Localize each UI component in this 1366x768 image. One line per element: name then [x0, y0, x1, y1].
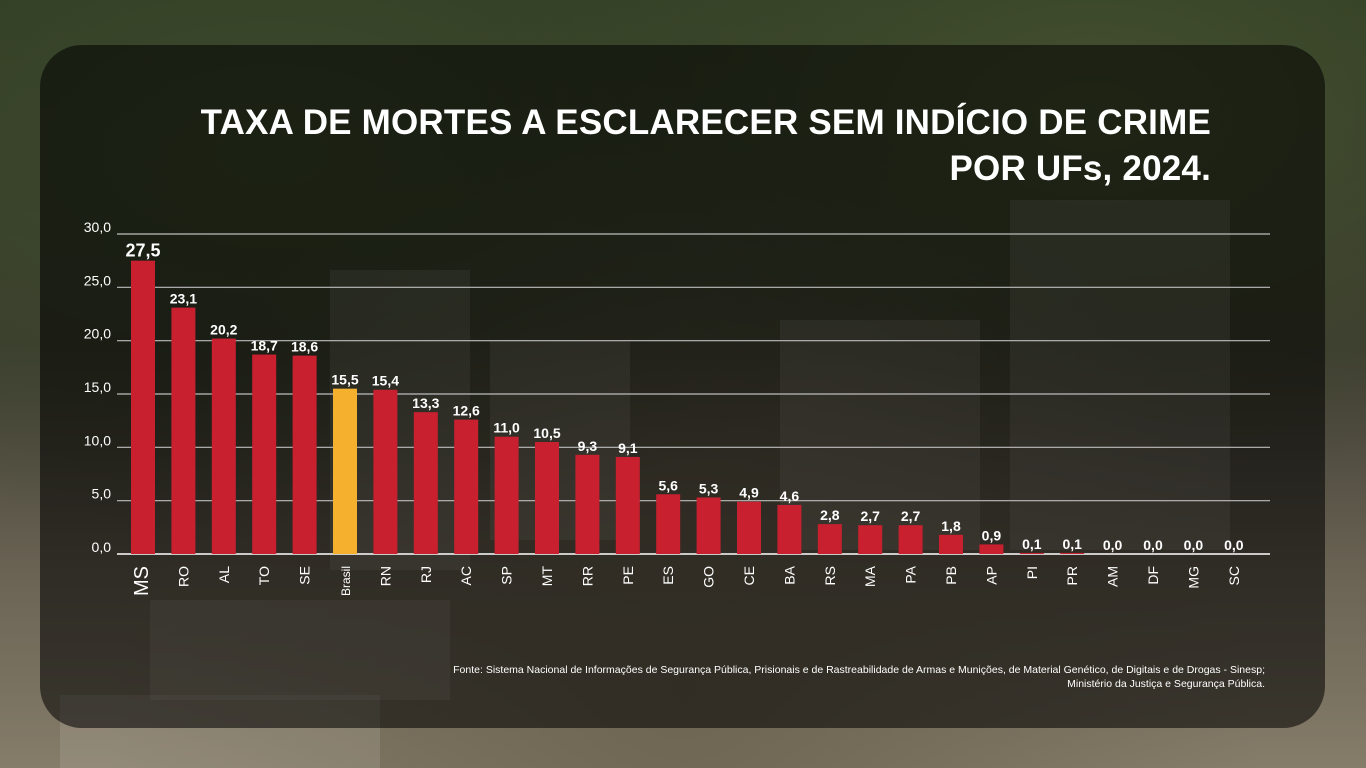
bar-to — [252, 354, 277, 554]
category-label: Brasil — [339, 566, 353, 596]
category-label: RR — [579, 566, 595, 586]
bar-ac — [454, 419, 479, 554]
value-label: 12,6 — [453, 403, 480, 419]
y-tick-label: 0,0 — [92, 539, 112, 555]
value-label: 0,0 — [1224, 537, 1244, 553]
bar-ap — [979, 544, 1004, 554]
category-label: AC — [458, 566, 474, 585]
value-label: 4,6 — [780, 488, 800, 504]
category-label: MG — [1185, 566, 1201, 589]
chart-title-line-1: TAXA DE MORTES A ESCLARECER SEM INDÍCIO … — [200, 103, 1211, 142]
category-label: CE — [741, 566, 757, 585]
value-label: 20,2 — [210, 322, 237, 338]
bar-ms — [131, 260, 155, 554]
value-label: 1,8 — [941, 518, 961, 534]
value-label: 15,5 — [331, 372, 358, 388]
source-line-1: Fonte: Sistema Nacional de Informações d… — [453, 664, 1265, 676]
value-label: 23,1 — [170, 291, 197, 307]
bar-mt — [535, 442, 559, 554]
category-label: RO — [175, 566, 191, 587]
y-tick-label: 10,0 — [84, 432, 111, 448]
chart-title: TAXA DE MORTES A ESCLARECER SEM INDÍCIO … — [201, 100, 1211, 192]
category-label: BA — [781, 565, 797, 584]
bar-rr — [575, 454, 600, 554]
category-label: RN — [377, 566, 393, 586]
category-label: PB — [943, 566, 959, 585]
source-note: Fonte: Sistema Nacional de Informações d… — [453, 663, 1265, 691]
y-tick-label: 25,0 — [84, 272, 111, 288]
y-tick-label: 5,0 — [92, 486, 112, 502]
bar-sp — [494, 436, 519, 554]
value-label: 9,1 — [618, 440, 638, 456]
value-label: 2,7 — [860, 508, 880, 524]
value-label: 9,3 — [578, 438, 598, 454]
bar-rs — [817, 524, 842, 554]
value-label: 13,3 — [412, 395, 439, 411]
bar-go — [696, 497, 721, 554]
category-label: DF — [1145, 566, 1161, 585]
category-label: SC — [1226, 566, 1242, 585]
category-label: PA — [903, 565, 919, 583]
value-label: 2,8 — [820, 507, 840, 523]
bar-se — [292, 355, 317, 554]
value-label: 18,7 — [251, 338, 278, 354]
y-tick-label: 30,0 — [84, 219, 111, 235]
category-label: SP — [499, 566, 515, 585]
bar-pb — [939, 534, 963, 554]
y-tick-label: 20,0 — [84, 326, 111, 342]
category-label: PR — [1064, 566, 1080, 585]
chart-title-line-2: POR UFs, 2024. — [949, 149, 1211, 188]
value-label: 27,5 — [125, 241, 160, 261]
bar-rn — [373, 389, 398, 554]
value-label: 4,9 — [739, 485, 759, 501]
value-label: 18,6 — [291, 339, 318, 355]
bar-ma — [858, 525, 883, 554]
value-label: 0,1 — [1062, 536, 1082, 552]
bar-ro — [171, 307, 196, 554]
value-label: 0,0 — [1184, 537, 1204, 553]
value-label: 0,0 — [1103, 537, 1123, 553]
category-label: RS — [822, 566, 838, 585]
category-label: PI — [1024, 566, 1040, 579]
value-label: 11,0 — [493, 420, 520, 436]
value-label: 5,6 — [658, 477, 678, 493]
bar-pa — [898, 525, 923, 554]
category-label: PE — [620, 566, 636, 585]
category-label: AL — [216, 566, 232, 583]
bar-rj — [413, 412, 438, 554]
category-label: AM — [1105, 566, 1121, 587]
value-label: 15,4 — [372, 373, 399, 389]
category-label: MA — [862, 565, 878, 587]
category-label: ES — [660, 566, 676, 585]
bar-brasil — [333, 388, 357, 554]
bar-al — [211, 338, 236, 554]
bar-pi — [1019, 552, 1044, 554]
value-label: 10,5 — [533, 425, 560, 441]
bar-ce — [737, 501, 761, 554]
value-label: 0,0 — [1143, 537, 1163, 553]
value-label: 5,3 — [699, 480, 719, 496]
bar-ba — [777, 504, 802, 554]
category-label: SE — [297, 566, 313, 585]
category-label: MS — [131, 566, 153, 596]
bar-pr — [1060, 552, 1085, 554]
bar-pe — [615, 456, 640, 554]
category-label: TO — [256, 566, 272, 585]
category-label: MT — [539, 566, 555, 587]
value-label: 0,1 — [1022, 536, 1042, 552]
y-tick-label: 15,0 — [84, 379, 111, 395]
category-label: GO — [701, 566, 717, 588]
value-label: 2,7 — [901, 508, 921, 524]
category-label: RJ — [418, 566, 434, 583]
bar-es — [656, 494, 681, 554]
value-label: 0,9 — [982, 527, 1002, 543]
category-label: AP — [983, 566, 999, 585]
source-line-2: Ministério da Justiça e Segurança Públic… — [1067, 678, 1265, 690]
